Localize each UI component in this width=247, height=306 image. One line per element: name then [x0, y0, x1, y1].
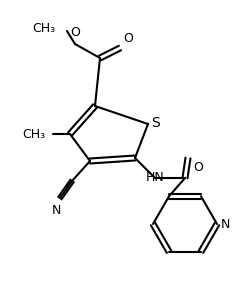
Text: O: O — [123, 32, 133, 45]
Text: CH₃: CH₃ — [22, 128, 45, 140]
Text: HN: HN — [146, 171, 164, 184]
Text: O: O — [193, 161, 203, 174]
Text: CH₃: CH₃ — [32, 21, 55, 35]
Text: N: N — [221, 218, 230, 230]
Text: S: S — [151, 116, 160, 130]
Text: O: O — [70, 26, 80, 39]
Text: N: N — [51, 204, 61, 217]
